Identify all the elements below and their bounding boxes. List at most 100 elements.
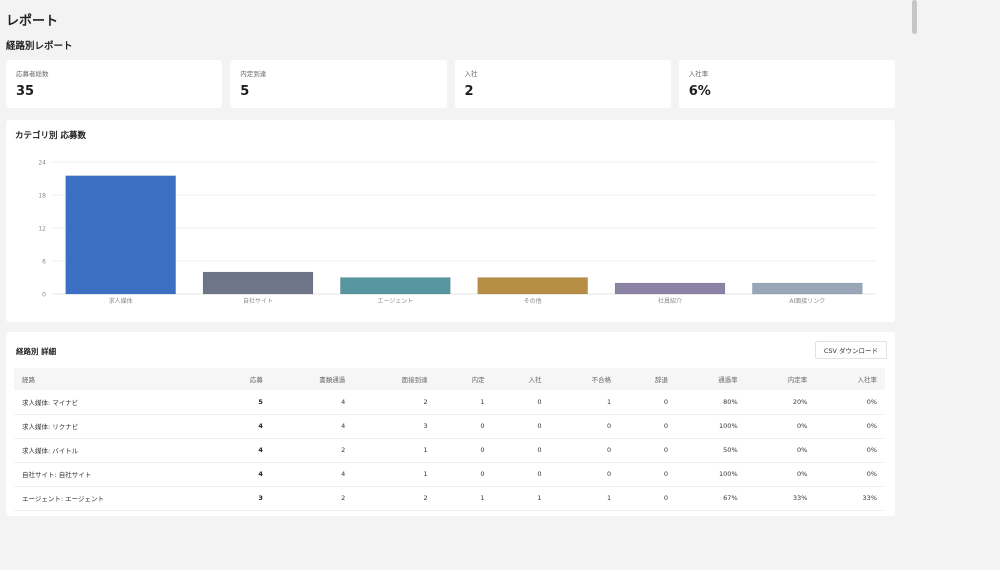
value-cell: 100% [675,414,746,439]
csv-download-button[interactable]: CSV ダウンロード [814,341,887,359]
value-cell: 4 [270,390,354,415]
x-tick-label: 自社サイト [243,297,273,305]
value-cell: 33% [815,486,885,511]
value-cell: 0 [492,390,550,415]
kpi-card-hire-rate: 入社率 6% [678,60,895,108]
value-cell: 0 [492,414,550,439]
value-cell: 20% [745,390,816,415]
value-cell: 4 [270,414,354,439]
column-header-document-pass[interactable]: 書類通過 [270,368,354,390]
value-cell: 2 [353,390,436,415]
bar-1 [65,175,176,295]
value-cell: 3 [353,414,436,439]
bar-chart: 0 6 12 18 24 求人媒体 自社サイト エージェント その他 社員紹介 AI面接リンク [38,160,876,305]
column-header-offer[interactable]: 内定 [435,368,493,390]
x-tick-label: 社員紹介 [658,297,682,305]
column-header-hired[interactable]: 入社 [492,368,550,390]
value-cell: 0 [619,390,676,415]
column-header-offer-rate[interactable]: 内定率 [745,368,816,390]
kpi-value: 35 [16,84,35,99]
value-cell: 0 [619,486,676,511]
value-cell: 1 [435,390,493,415]
chart-title: カテゴリ別 応募数 [15,131,86,141]
value-cell: 0% [815,462,885,487]
value-cell: 1 [435,486,493,511]
value-cell: 100% [675,462,746,487]
value-cell: 0 [435,414,493,439]
value-cell: 80% [675,390,746,415]
value-cell: 2 [270,438,354,463]
value-cell: 0% [815,414,885,439]
kpi-value: 6% [688,84,711,99]
value-cell: 0% [745,462,816,487]
value-cell: 5 [214,390,271,415]
x-tick-label: AI面接リンク [789,297,825,305]
value-cell: 4 [214,414,271,439]
table-row[interactable]: 自社サイト: 自社サイト 4 4 1 0 0 0 0 100% 0% 0% [14,462,885,487]
x-tick-label: エージェント [377,298,413,305]
column-header-hire-rate[interactable]: 入社率 [815,368,885,390]
value-cell: 4 [214,462,271,487]
route-detail-table: 経路 応募 書類通過 面接到達 内定 入社 不合格 辞退 通過率 内定率 入社率… [14,368,885,511]
value-cell: 0% [745,414,816,439]
route-cell: 求人媒体: リクナビ [14,414,214,439]
value-cell: 3 [214,486,271,511]
table-row[interactable]: 求人媒体: バイトル 4 2 1 0 0 0 0 50% 0% 0% [14,438,885,463]
bar-6 [752,282,863,295]
y-tick-label: 12 [38,226,46,233]
table-title: 経路別 詳細 [16,347,57,356]
value-cell: 0 [435,438,493,463]
y-tick-label: 6 [42,259,46,266]
value-cell: 1 [549,486,620,511]
value-cell: 1 [549,390,620,415]
value-cell: 2 [353,486,436,511]
value-cell: 0% [745,438,816,463]
route-cell: 自社サイト: 自社サイト [14,462,214,487]
y-tick-label: 0 [42,292,46,299]
table-body: 求人媒体: マイナビ 5 4 2 1 0 1 0 80% 20% 0% 求人媒体: リクナビ 4 4 3 0 0… [14,390,885,511]
value-cell: 1 [353,438,436,463]
scrollbar-thumb[interactable] [912,0,917,34]
value-cell: 0 [492,462,550,487]
page-title: レポート [6,14,59,29]
value-cell: 0 [619,438,676,463]
bar-4 [477,277,588,295]
value-cell: 67% [675,486,746,511]
kpi-label: 内定到達 [240,70,267,78]
scrollbar-track[interactable] [908,0,918,570]
section-title: 経路別レポート [6,41,73,52]
column-header-pass-rate[interactable]: 通過率 [675,368,746,390]
route-cell: エージェント: エージェント [14,486,214,511]
table-card: 経路別 詳細 CSV ダウンロード 経路 応募 書類通過 面接到達 内定 入社 … [6,332,895,516]
column-header-route[interactable]: 経路 [14,368,214,390]
value-cell: 0% [815,438,885,463]
column-header-interview[interactable]: 面接到達 [353,368,436,390]
column-header-declined[interactable]: 辞退 [619,368,676,390]
value-cell: 33% [745,486,816,511]
kpi-label: 入社 [464,70,478,78]
table-row[interactable]: 求人媒体: マイナビ 5 4 2 1 0 1 0 80% 20% 0% [14,390,885,415]
report-page: レポート 経路別レポート 応募者総数 35 内定到達 5 入社 2 入社率 6%… [6,14,895,516]
kpi-value: 5 [240,84,250,99]
kpi-card-offers: 内定到達 5 [230,60,447,108]
column-header-rejected[interactable]: 不合格 [549,368,620,390]
value-cell: 0 [619,414,676,439]
value-cell: 0 [549,414,620,439]
y-tick-label: 24 [38,160,46,167]
value-cell: 0 [549,438,620,463]
kpi-label: 入社率 [688,70,709,78]
kpi-card-hires: 入社 2 [454,60,671,108]
kpi-row: 応募者総数 35 内定到達 5 入社 2 入社率 6% [6,60,895,108]
bar-5 [614,282,726,295]
value-cell: 2 [270,486,354,511]
x-tick-label: 求人媒体 [109,297,133,305]
y-tick-label: 18 [38,193,46,200]
kpi-label: 応募者総数 [16,70,49,78]
route-cell: 求人媒体: バイトル [14,438,214,463]
value-cell: 0 [492,438,550,463]
column-header-applications[interactable]: 応募 [214,368,271,390]
bar-3 [340,277,451,295]
table-row[interactable]: エージェント: エージェント 3 2 2 1 1 1 0 67% 33% 33% [14,486,885,511]
table-row[interactable]: 求人媒体: リクナビ 4 4 3 0 0 0 0 100% 0% 0% [14,414,885,439]
value-cell: 0 [619,462,676,487]
